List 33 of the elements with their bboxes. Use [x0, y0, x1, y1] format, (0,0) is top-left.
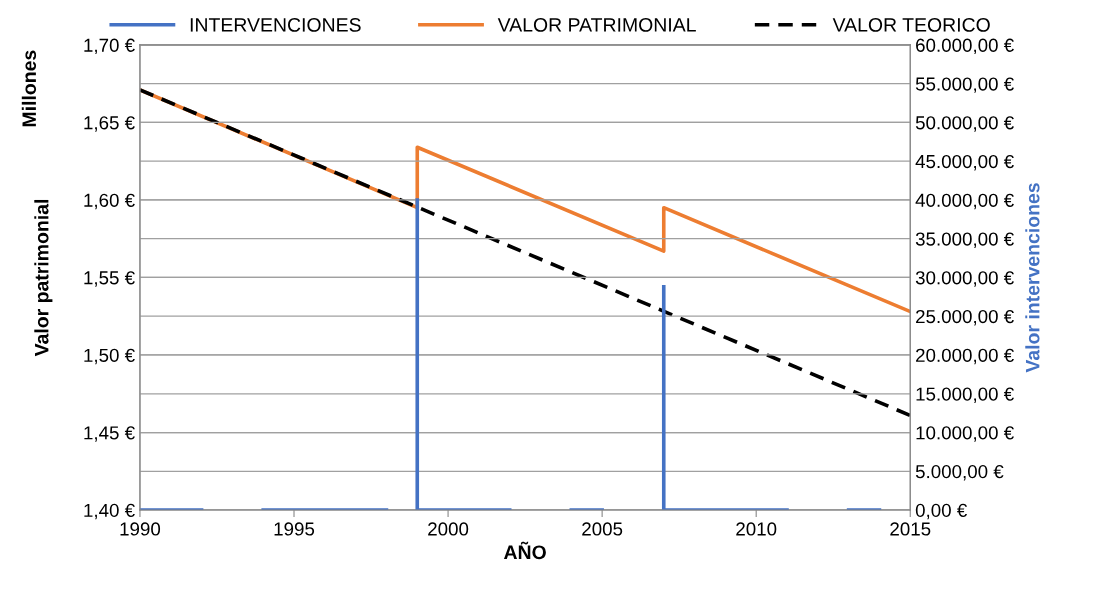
- y2-tick-label: 45.000,00 €: [915, 154, 1014, 171]
- y2-tick-label: 55.000,00 €: [915, 77, 1014, 93]
- y-tick-label: 1,60 €: [84, 193, 135, 210]
- y-tick-label: 1,55 €: [84, 271, 135, 287]
- y2-tick-label: 40.000,00 €: [915, 193, 1014, 210]
- y2-tick-label: 60.000,00 €: [916, 38, 1014, 55]
- x-tick-label: 2010: [736, 522, 777, 536]
- x-tick-label: 2015: [890, 522, 931, 536]
- y-tick-label: 1,70 €: [84, 38, 135, 55]
- y2-tick-label: 15.000,00 €: [916, 387, 1014, 403]
- y2-tick-label: 5.000,00 €: [915, 464, 1004, 481]
- y2-tick-label: 35.000,00 €: [915, 232, 1014, 248]
- x-tick-label: 1990: [120, 522, 161, 536]
- y-tick-label: 1,45 €: [84, 426, 135, 442]
- x-axis-title: AÑO: [503, 541, 546, 560]
- y2-tick-label: 10.000,00 €: [916, 426, 1014, 442]
- x-tick-label: 2000: [428, 522, 469, 536]
- text: Millones: [21, 50, 37, 127]
- y-axis-title: Valor patrimonial: [34, 199, 53, 357]
- x-tick-label: 1995: [274, 522, 315, 536]
- y2-tick-label: 25.000,00 €: [916, 309, 1014, 326]
- y2-tick-label: 0,00 €: [915, 503, 967, 520]
- legend-label: VALOR PATRIMONIAL: [497, 18, 696, 32]
- y2-tick-label: 20.000,00 €: [916, 348, 1014, 365]
- y-tick-label: 1,40 €: [84, 503, 135, 520]
- legend-label: INTERVENCIONES: [190, 18, 361, 32]
- y2-tick-label: 30.000,00 €: [915, 271, 1014, 287]
- y-tick-label: 1,65 €: [84, 116, 135, 132]
- y2-tick-label: 50.000,00 €: [915, 116, 1014, 132]
- y-tick-label: 1,50 €: [84, 348, 135, 365]
- legend-label: VALOR TEORICO: [832, 18, 990, 32]
- x-tick-label: 2005: [582, 522, 623, 536]
- y2-axis-title: Valor intervenciones: [1025, 183, 1040, 373]
